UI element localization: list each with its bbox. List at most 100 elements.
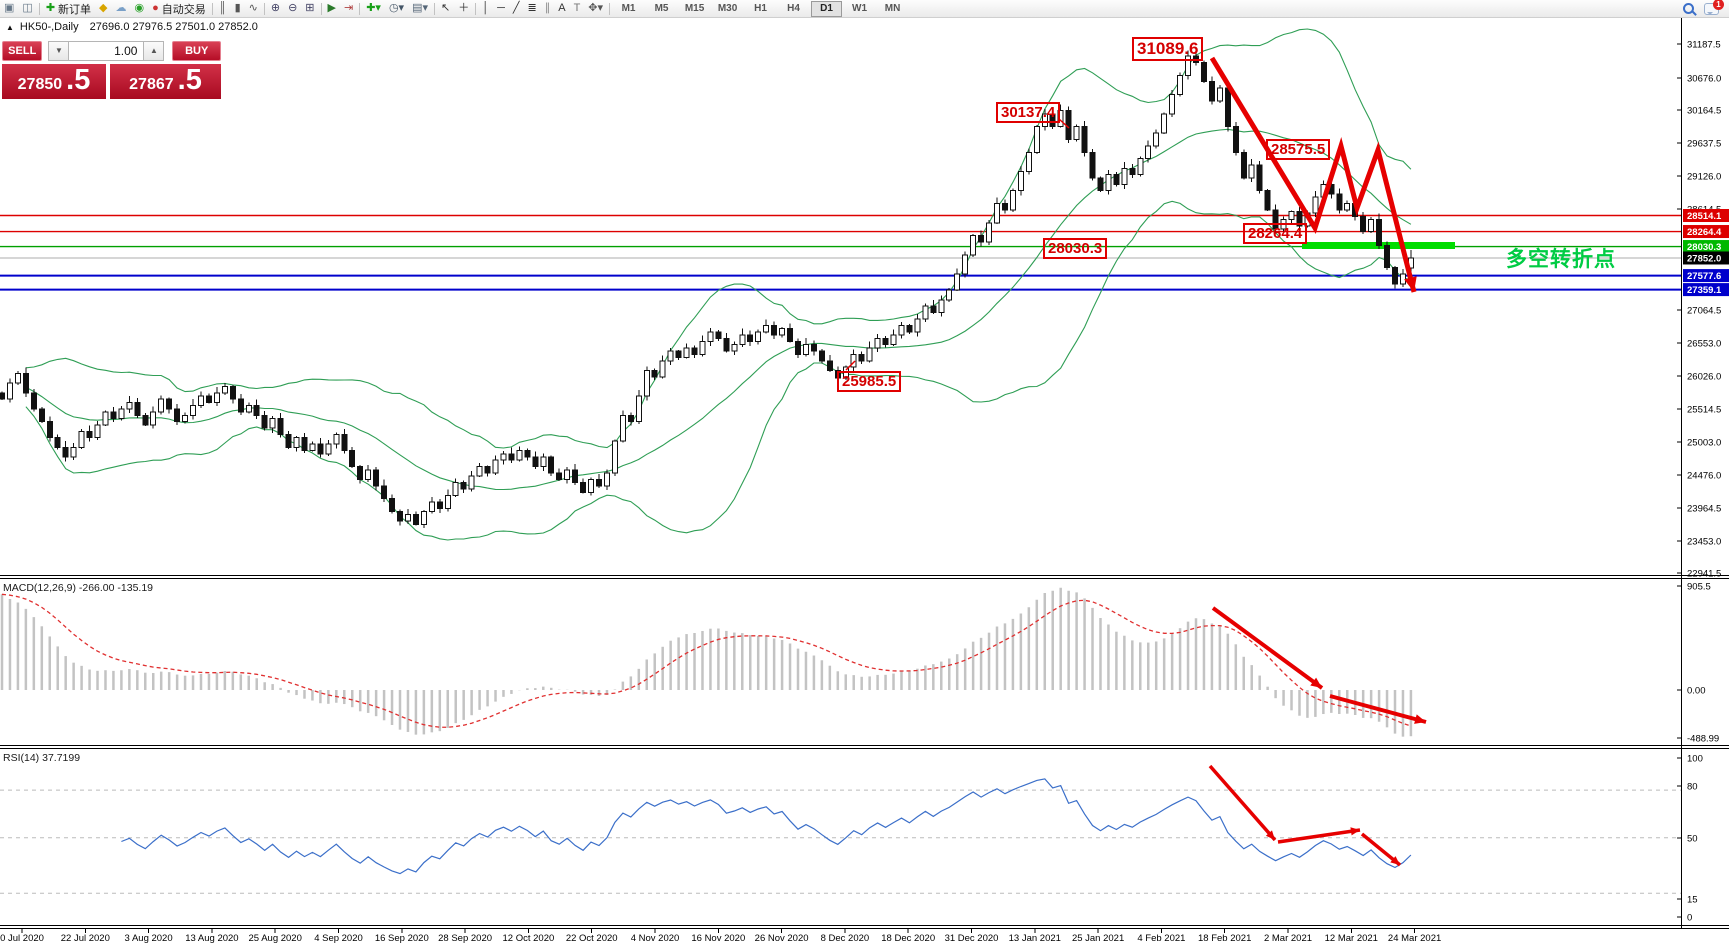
timeframe-m5[interactable]: M5 (654, 2, 669, 14)
date-label: 24 Mar 2021 (1388, 933, 1441, 944)
channel-icon[interactable]: ∥ (541, 0, 555, 17)
ohlc-bars-icon[interactable]: ║ (215, 0, 231, 17)
label-icon[interactable]: T (570, 0, 585, 17)
candle-down (1089, 151, 1096, 179)
candle-up (333, 434, 340, 445)
timeframe-mn[interactable]: MN (884, 2, 901, 14)
candle-up (946, 289, 953, 301)
vline-icon[interactable]: │ (478, 0, 493, 17)
cursor-icon[interactable]: ↖ (437, 0, 454, 17)
zoom-in-icon[interactable]: ⊕ (267, 0, 284, 17)
sell-price[interactable]: 27850 .5 (2, 64, 106, 99)
candle-down (484, 466, 491, 474)
svg-text:28514.1: 28514.1 (1687, 211, 1722, 222)
candle-up (1073, 126, 1080, 140)
timeframe-h1[interactable]: H1 (754, 2, 767, 14)
rsi-pane (0, 764, 1681, 894)
toolbar-right: 1 (1683, 0, 1729, 15)
crosshair-icon[interactable]: ＋ (454, 0, 473, 17)
trend-arrow (1209, 56, 1417, 293)
zoom-out-icon: ⊖ (288, 2, 298, 14)
timeframe-d1[interactable]: D1 (811, 0, 843, 17)
timeframe-m30[interactable]: M30 (717, 2, 738, 14)
volume-stepper: ▼ 1.00 ▲ (48, 40, 165, 61)
candle-down (508, 453, 515, 461)
price-annotation-label: 28575.5 (1266, 139, 1331, 161)
ohlc-bars-icon: ║ (218, 2, 227, 14)
candle-up (731, 344, 738, 352)
annotation-connector (845, 360, 856, 371)
vline-icon: │ (482, 2, 490, 14)
volume-decrease-button[interactable]: ▼ (48, 40, 70, 61)
signals-icon[interactable]: ◉ (131, 0, 149, 17)
date-label: 28 Sep 2020 (438, 933, 492, 944)
text-icon[interactable]: A (554, 0, 569, 17)
toolbar-separator (475, 2, 477, 15)
trendline-icon[interactable]: ╱ (509, 0, 524, 17)
candle-up (1248, 164, 1255, 179)
autotrade-button[interactable]: ● 自动交易 (148, 0, 210, 17)
candle-up (1041, 113, 1048, 128)
timeframe-w1[interactable]: W1 (852, 2, 868, 14)
candle-up (198, 395, 204, 407)
candle-up (1145, 145, 1152, 160)
buy-price[interactable]: 27867 .5 (110, 64, 221, 99)
templates-icon[interactable]: ▤▾ (408, 0, 432, 17)
candle-up (866, 347, 873, 362)
hline-icon[interactable]: ─ (493, 0, 509, 17)
timeframe-m1[interactable]: M1 (621, 2, 636, 14)
volume-increase-button[interactable]: ▲ (143, 40, 165, 61)
collapse-triangle-icon[interactable]: ▲ (6, 23, 14, 32)
tile-windows-icon[interactable]: ⊞ (301, 0, 318, 17)
new-order-button: ✚ (45, 2, 56, 14)
sell-button[interactable]: SELL (2, 40, 43, 61)
fibonacci-icon[interactable]: ≣ (524, 0, 541, 17)
line-chart-icon[interactable]: ∿ (245, 0, 262, 17)
indicators-icon[interactable]: ✚▾ (362, 0, 385, 17)
timeframe-m15[interactable]: M15 (684, 2, 705, 14)
candle-down (174, 408, 181, 423)
bollinger-upper-band (25, 28, 1412, 449)
zoom-window-icon: ◫ (22, 2, 33, 14)
candle-down (723, 337, 730, 352)
chart-window-icon[interactable]: ▣ (0, 0, 18, 17)
styler-icon[interactable]: ◆ (95, 0, 111, 17)
candle-down (1113, 174, 1120, 185)
candle-down (349, 450, 356, 468)
timeframe-h4[interactable]: H4 (787, 2, 800, 14)
autoscroll-icon[interactable]: ▶ (324, 0, 340, 17)
buy-button[interactable]: BUY (172, 40, 221, 61)
shapes-icon[interactable]: ✥▾ (584, 0, 607, 17)
market-icon[interactable]: ☁ (112, 0, 131, 17)
candle-up (1344, 203, 1351, 211)
notifications-icon[interactable]: 1 (1704, 0, 1724, 15)
svg-text:28030.3: 28030.3 (1687, 242, 1721, 253)
chart-window-icon: ▣ (4, 2, 15, 14)
candle-up (699, 341, 706, 355)
toolbar-separator (263, 2, 265, 15)
annotation-connector (1058, 118, 1070, 129)
chart-shift-icon[interactable]: ⇥ (340, 0, 357, 17)
sell-price-frac: .5 (66, 64, 91, 96)
candle-down (691, 347, 698, 355)
candle-down (54, 437, 61, 448)
axis-tick-label: 80 (1687, 782, 1698, 793)
new-order-button[interactable]: ✚ 新订单 (42, 0, 95, 17)
volume-field[interactable]: 1.00 (69, 40, 144, 61)
main-chart-pane (0, 28, 1681, 541)
periods-icon[interactable]: ◷▾ (385, 0, 408, 17)
date-label: 22 Oct 2020 (566, 933, 618, 944)
candle-down (412, 514, 419, 525)
candlestick-icon[interactable]: ▮ (231, 0, 245, 17)
zoom-out-icon[interactable]: ⊖ (284, 0, 301, 17)
candle-up (14, 373, 21, 384)
candle-down (1256, 164, 1263, 192)
candle-up (94, 424, 101, 439)
shapes-icon: ✥▾ (588, 2, 604, 14)
search-icon[interactable] (1683, 3, 1694, 14)
chart-title: ▲ HK50-,Daily 27696.0 27976.5 27501.0 278… (6, 21, 258, 33)
candle-up (898, 324, 905, 336)
zoom-window-icon[interactable]: ◫ (18, 0, 36, 17)
candle-up (850, 353, 857, 368)
